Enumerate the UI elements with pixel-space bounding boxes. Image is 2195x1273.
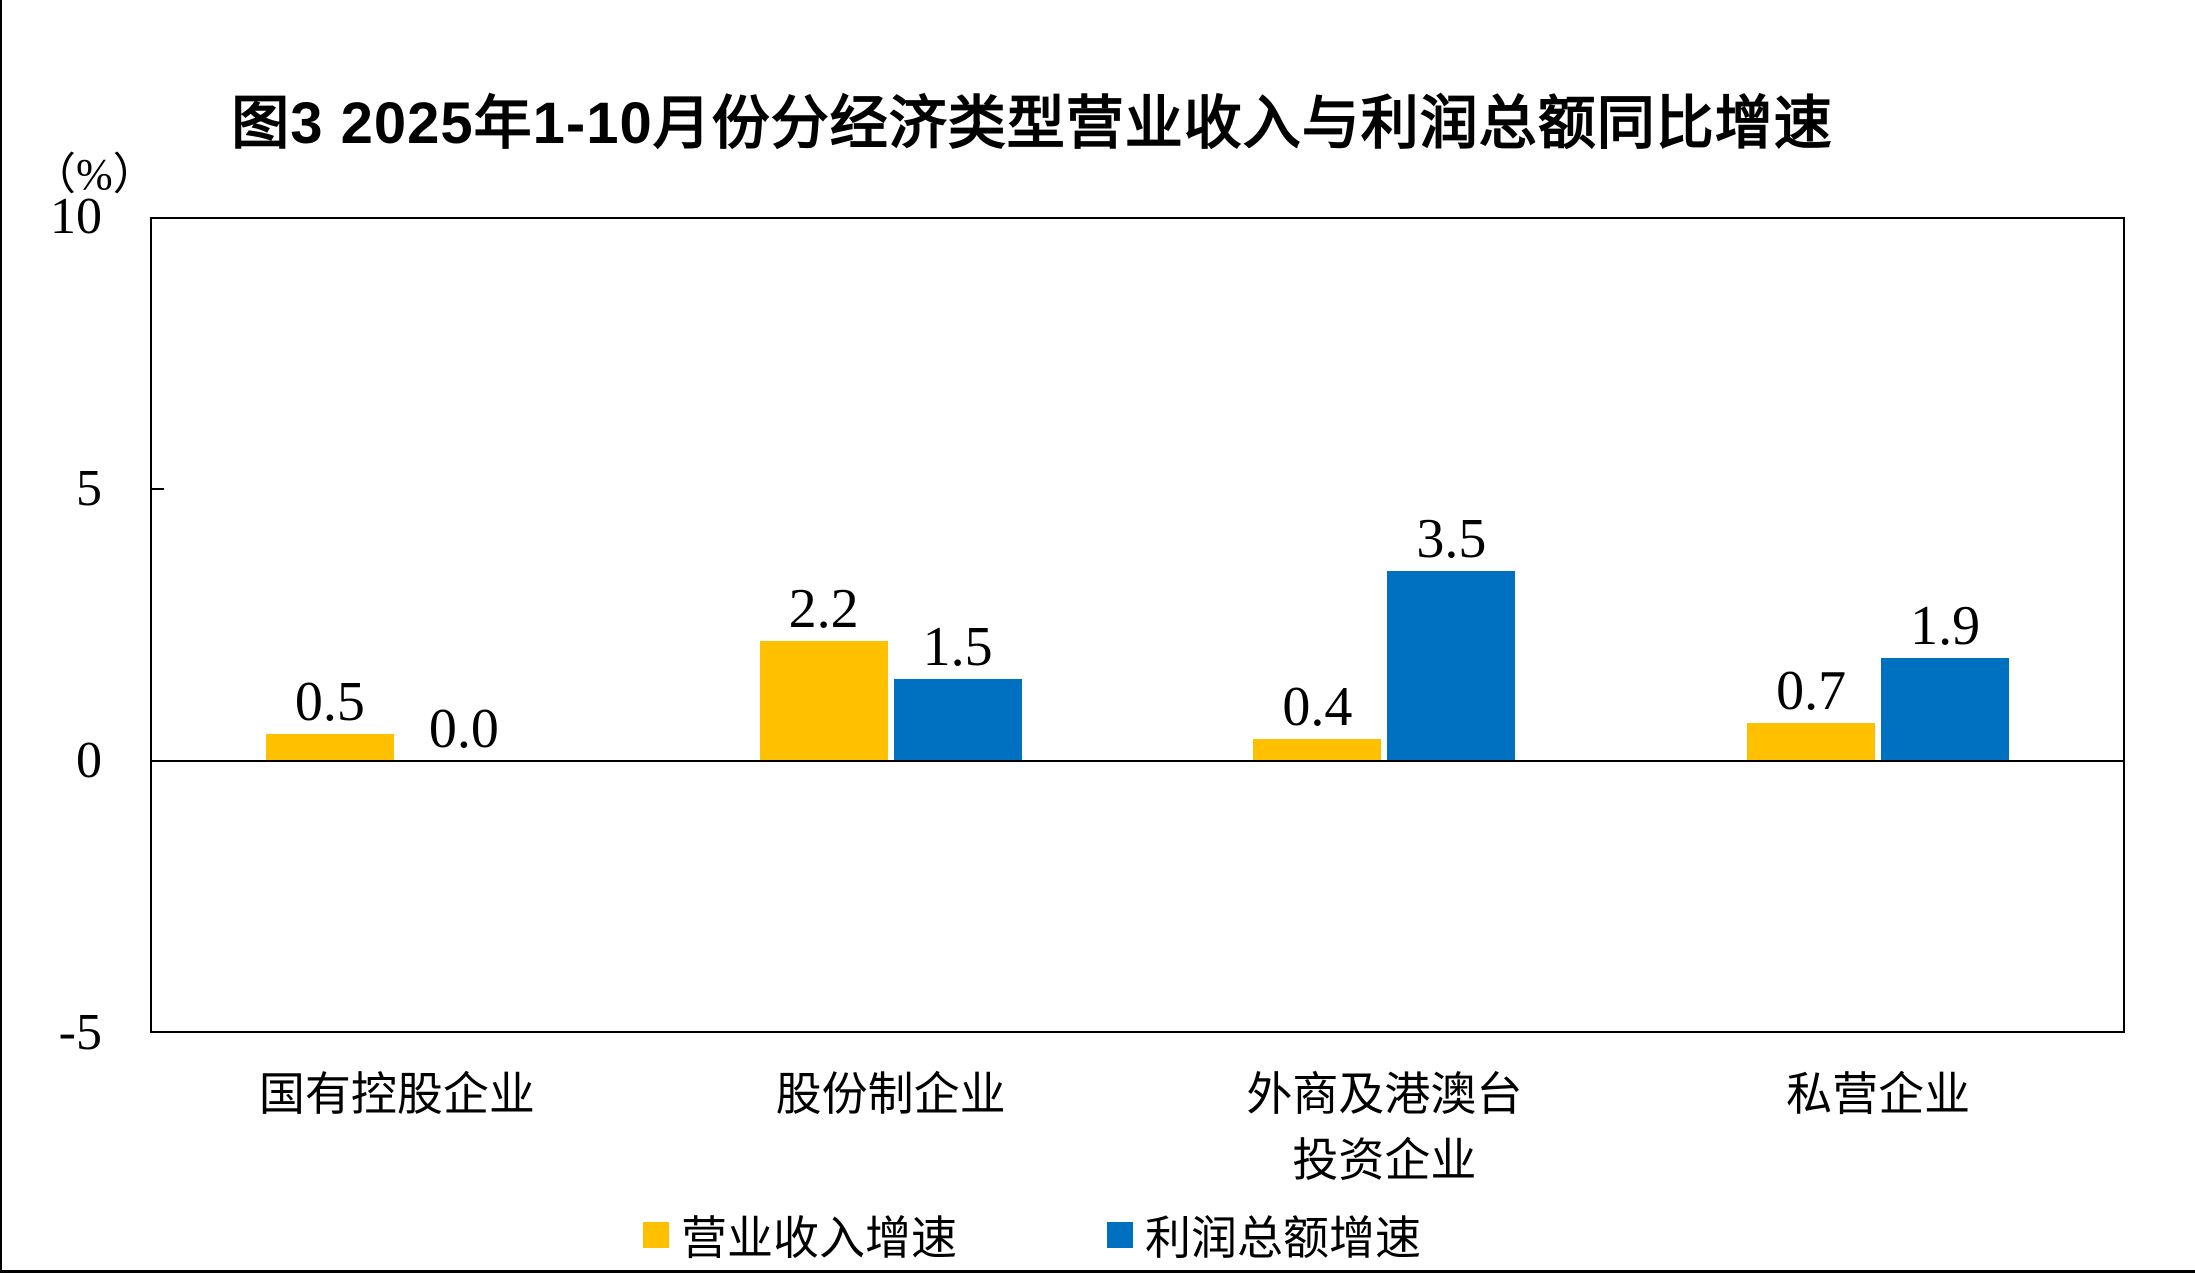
plot-area	[150, 217, 2125, 1033]
x-category-label: 私营企业	[1786, 1069, 1971, 1120]
legend-item-1: 营业收入增速	[643, 1202, 957, 1268]
bar-value-label: 0.5	[294, 670, 365, 733]
bar-series1-cat4	[1747, 722, 1876, 761]
zero-gridline	[150, 760, 2125, 762]
bar-value-label: 1.9	[1910, 594, 1981, 657]
chart-title: 图3 2025年1-10月份分经济类型营业收入与利润总额同比增速	[231, 91, 1833, 156]
x-category-label: 股份制企业	[775, 1069, 1006, 1120]
legend-marker-1	[643, 1222, 669, 1248]
bar-value-label: 3.5	[1416, 507, 1487, 570]
y-tick-label: 10	[50, 188, 102, 245]
bar-series1-cat1	[265, 733, 394, 761]
bar-value-label: 0.0	[428, 698, 499, 760]
x-category-label: 外商及港澳台 投资企业	[1246, 1069, 1523, 1186]
y-axis-unit-label: （%）	[32, 150, 157, 199]
y-tick-label: 5	[76, 460, 102, 517]
legend-label-2: 利润总额增速	[1145, 1213, 1421, 1264]
y-tick-label: -5	[58, 1004, 102, 1061]
legend-label-1: 营业收入增速	[681, 1213, 957, 1264]
bar-series2-cat4	[1881, 657, 2010, 761]
y-tick-label: 0	[76, 732, 102, 789]
y-tick-mark	[150, 488, 164, 490]
legend: 营业收入增速 利润总额增速	[2, 1204, 2062, 1266]
bar-value-label: 0.7	[1776, 659, 1847, 722]
legend-marker-2	[1107, 1222, 1133, 1248]
bar-series1-cat3	[1253, 739, 1382, 761]
bar-value-label: 0.4	[1282, 676, 1353, 739]
bar-value-label: 1.5	[922, 616, 993, 679]
bar-value-label: 2.2	[788, 578, 859, 641]
bar-series2-cat3	[1387, 570, 1516, 761]
bar-series1-cat2	[759, 641, 888, 761]
legend-item-2: 利润总额增速	[1107, 1202, 1421, 1268]
bar-series2-cat2	[893, 679, 1022, 761]
x-category-label: 国有控股企业	[258, 1069, 535, 1120]
